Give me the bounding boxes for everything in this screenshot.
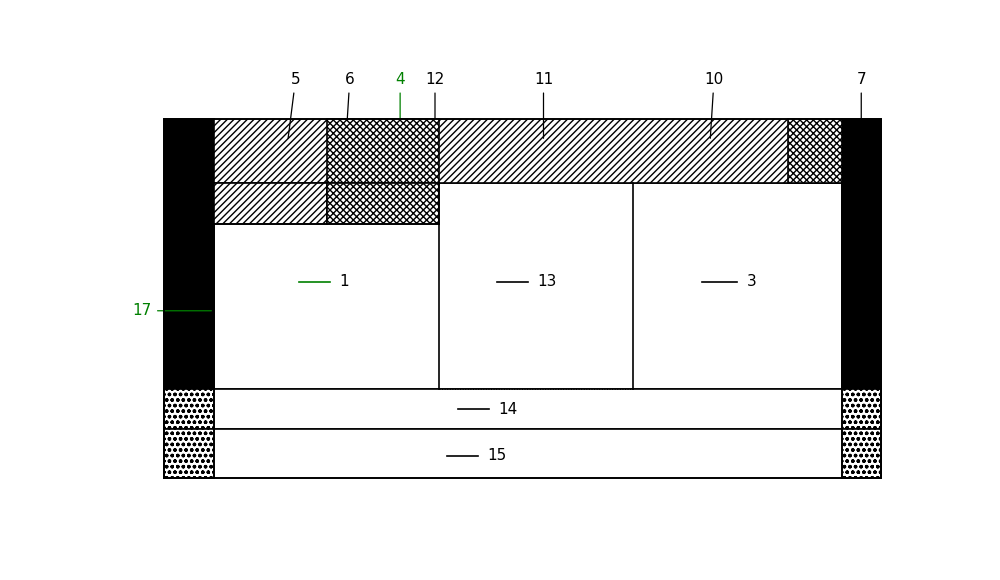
- Text: 15: 15: [487, 448, 506, 463]
- Text: 5: 5: [288, 72, 300, 138]
- Text: 17: 17: [133, 303, 211, 318]
- Bar: [164, 119, 881, 478]
- Text: 7: 7: [856, 72, 866, 138]
- Text: 6: 6: [345, 72, 355, 138]
- Bar: [326, 119, 439, 183]
- Bar: [164, 389, 881, 429]
- Bar: [214, 183, 842, 389]
- Bar: [214, 183, 326, 224]
- Bar: [788, 119, 842, 183]
- Text: 13: 13: [537, 274, 557, 289]
- Text: 10: 10: [704, 72, 724, 138]
- Text: 1: 1: [340, 274, 349, 289]
- Text: 4: 4: [395, 72, 405, 181]
- Text: 3: 3: [747, 274, 756, 289]
- Bar: [214, 119, 842, 183]
- Text: 11: 11: [534, 72, 553, 138]
- Text: 14: 14: [499, 401, 518, 416]
- Bar: [164, 429, 881, 478]
- Bar: [842, 119, 881, 478]
- Bar: [164, 119, 214, 478]
- Bar: [842, 119, 881, 478]
- Bar: [164, 119, 214, 478]
- Bar: [326, 183, 439, 224]
- Text: 12: 12: [425, 72, 445, 138]
